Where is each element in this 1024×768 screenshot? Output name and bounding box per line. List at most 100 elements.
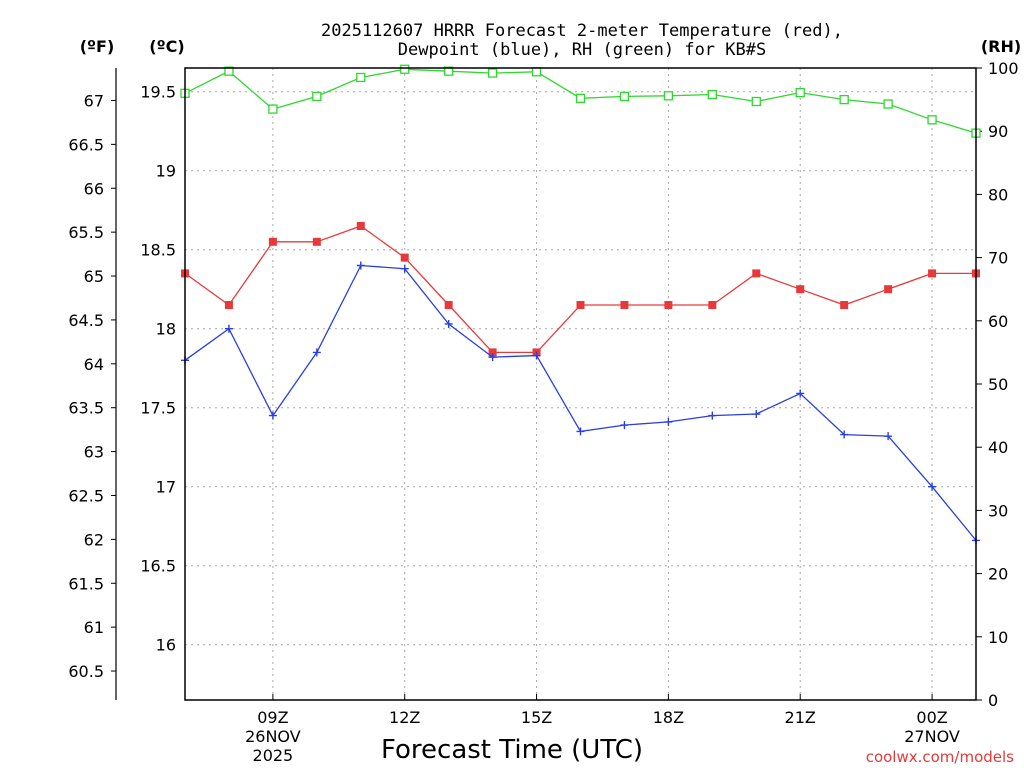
rh-point [487,68,498,78]
dewpoint-point [884,432,893,441]
celsius-tick-label: 17.5 [140,399,176,418]
temperature-point [224,301,233,309]
fahrenheit-tick-label: 65 [84,267,104,286]
fahrenheit-tick-label: 66.5 [68,135,104,154]
series-layer [180,64,981,545]
rh-axis-ticks: 0 10 20 30 40 50 60 70 80 90 100 [976,59,1019,710]
chart-title-line2: Dewpoint (blue), RH (green) for KB#S [398,40,766,60]
dewpoint-point [356,261,365,270]
temperature-point [840,301,849,309]
rh-tick-label: 20 [988,565,1008,584]
temperature-point [884,285,893,294]
fahrenheit-tick-label: 63 [84,443,104,462]
rh-point [883,99,893,109]
rh-point [356,72,366,83]
dewpoint-point [708,411,717,420]
dewpoint-point [312,348,321,357]
fahrenheit-axis-ticks: 60.5 61 61.5 62 62.5 63 63.5 64 64.5 65 65.5 66 66.5… [68,91,116,681]
x-tick-label: 18Z [653,708,684,727]
rh-axis-unit: (RH) [981,37,1021,56]
celsius-tick-label: 19.5 [140,83,176,102]
temperature-point [444,301,453,309]
x-tick-label: 21Z [785,708,816,727]
rh-tick-label: 40 [988,438,1008,457]
rh-point [531,67,542,77]
fahrenheit-tick-label: 61.5 [68,574,104,593]
dewpoint-point [840,430,849,439]
rh-tick-label: 70 [988,249,1008,268]
x-tick-label: 12Z [389,708,420,727]
rh-point [619,91,630,102]
temperature-point [312,237,321,246]
dewpoint-point [752,410,761,419]
rh-point [751,96,761,107]
fahrenheit-tick-label: 67 [84,91,104,110]
rh-point [795,87,805,98]
temperature-series-line [184,225,976,354]
rh-tick-label: 100 [988,59,1019,78]
rh-point [400,64,410,74]
fahrenheit-tick-label: 65.5 [68,223,104,242]
fahrenheit-tick-label: 60.5 [68,662,104,681]
x-tick-label: 09Z [257,708,288,727]
temperature-point [620,301,629,309]
dewpoint-point [224,324,233,333]
rh-tick-label: 10 [988,628,1008,647]
celsius-tick-label: 16.5 [140,557,176,576]
rh-tick-label: 0 [988,691,998,710]
x-tick-label: 00Z [916,708,947,727]
temperature-point [708,301,717,309]
dewpoint-point [664,417,673,426]
temperature-point [488,348,497,357]
temperature-point [752,269,761,278]
dewpoint-point [532,351,541,360]
fahrenheit-tick-label: 64.5 [68,311,104,330]
fahrenheit-tick-label: 62.5 [68,486,104,505]
x-axis-label: Forecast Time (UTC) [381,735,643,765]
dewpoint-point [400,264,409,273]
x-tick-label: 15Z [521,708,552,727]
dewpoint-point [928,482,937,491]
dewpoint-point [796,389,805,398]
x-tick-date: 26NOV [245,727,301,746]
temperature-point [268,237,277,246]
celsius-axis-ticks: 16 16.5 17 17.5 18 18.5 19 19.5 [140,83,176,655]
rh-point [839,94,849,105]
temperature-point [664,301,673,309]
temperature-point [796,285,805,294]
chart-title-line1: 2025112607 HRRR Forecast 2-meter Tempera… [321,21,843,41]
fahrenheit-tick-label: 63.5 [68,399,104,418]
temperature-point [576,301,585,309]
rh-point [224,66,234,76]
celsius-tick-label: 18.5 [140,241,176,260]
temperature-point [356,222,365,230]
rh-point [575,93,586,103]
rh-tick-label: 30 [988,501,1008,520]
dewpoint-point [444,319,453,328]
plot-frame [184,67,977,701]
temperature-point [400,253,409,262]
temperature-point [928,269,937,278]
dewpoint-point [268,411,277,420]
celsius-tick-label: 16 [156,636,176,655]
gridlines [185,68,976,700]
rh-point [663,91,674,101]
x-tick-year: 2025 [253,746,294,765]
rh-tick-label: 80 [988,185,1008,204]
celsius-tick-label: 18 [156,320,176,339]
fahrenheit-axis-unit: (ºF) [80,37,115,56]
credit-link[interactable]: coolwx.com/models [866,748,1014,766]
rh-point [927,115,937,125]
fahrenheit-tick-label: 62 [84,530,104,549]
x-tick-date: 27NOV [904,727,960,746]
fahrenheit-tick-label: 64 [84,355,104,374]
rh-tick-label: 60 [988,312,1008,331]
dewpoint-point [620,421,629,430]
dewpoint-point [488,353,497,362]
fahrenheit-tick-label: 61 [84,618,104,637]
celsius-axis-unit: (ºC) [149,37,184,56]
dewpoint-point [576,427,585,436]
rh-point [444,66,454,76]
